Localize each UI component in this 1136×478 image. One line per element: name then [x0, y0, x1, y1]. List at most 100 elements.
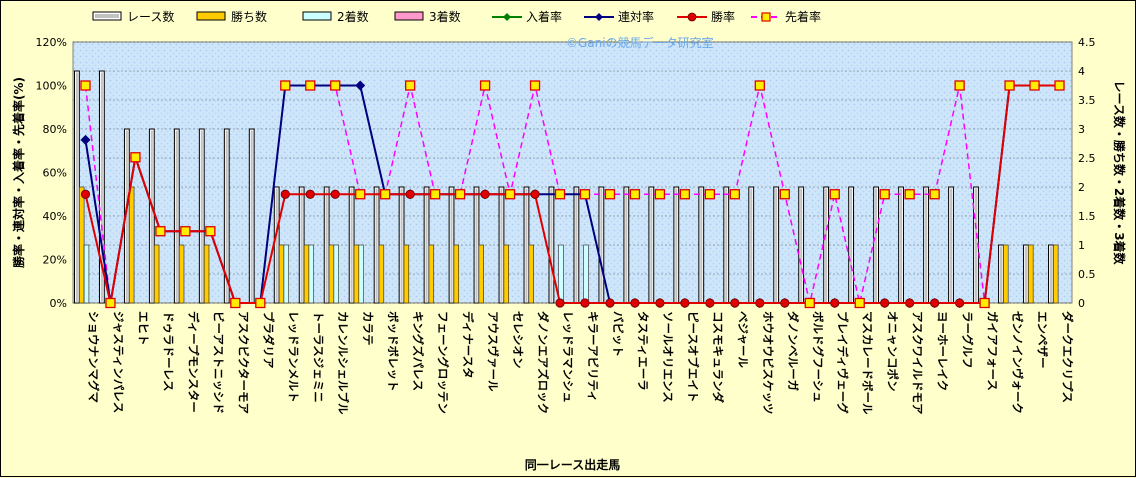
bar-wins [1028, 244, 1034, 304]
category-label: ソールオリエンス [661, 311, 675, 403]
left-tick-label: 0% [50, 297, 67, 310]
category-label: ブレイディヴェーグ [836, 311, 850, 414]
point-ahead-rate [305, 80, 316, 91]
bar-race-count-shade [525, 188, 528, 303]
point-ahead-rate [654, 189, 666, 200]
point-ahead-rate [629, 189, 641, 200]
right-tick-label: 4.5 [1078, 36, 1096, 49]
point-ahead-rate [405, 80, 416, 91]
right-tick-label: 4 [1078, 65, 1085, 78]
point-win-rate [580, 298, 590, 308]
right-tick-label: 0.5 [1078, 268, 1096, 281]
bar-race-count-shade [350, 188, 353, 303]
point-ahead-rate [879, 189, 890, 200]
bar-wins [428, 244, 435, 304]
point-ahead-rate [205, 226, 216, 237]
bar-race-count-shade [999, 246, 1002, 303]
category-label: ドゥラドーレス [161, 311, 175, 392]
bar-wins [353, 244, 360, 304]
point-ahead-rate [754, 80, 765, 91]
point-ahead-rate [704, 189, 716, 200]
left-tick-label: 40% [43, 210, 67, 223]
point-ahead-rate [979, 297, 990, 309]
bar-race-count-shade [375, 188, 378, 303]
bar-second [308, 244, 314, 304]
y-axis-left-title: 勝率・連対率・入着率・先着率(%) [11, 77, 26, 268]
category-label: アウスヴァール [486, 311, 500, 392]
right-tick-label: 3 [1078, 123, 1085, 136]
category-label: アスクビクターモア [236, 311, 250, 415]
category-label: ホウオウビスケッツ [761, 311, 775, 415]
category-label: ベジャール [736, 311, 750, 368]
point-win-rate [680, 298, 690, 308]
bar-race-count-shade [450, 188, 453, 303]
point-win-rate [830, 298, 840, 308]
legend-marker [595, 13, 603, 21]
point-ahead-rate [854, 297, 865, 309]
point-win-rate [655, 298, 665, 308]
point-ahead-rate [554, 189, 566, 200]
bar-race-count-shade [200, 130, 203, 303]
category-label: ボルドグフーシュ [811, 311, 825, 403]
point-win-rate [80, 189, 91, 199]
legend-label: 勝ち数 [231, 9, 267, 24]
bar-wins [503, 244, 509, 304]
bar-race-count-shade [325, 188, 328, 303]
point-ahead-rate [954, 80, 965, 91]
category-label: フェーングロッテン [436, 311, 450, 414]
point-ahead-rate [230, 297, 241, 309]
point-ahead-rate [330, 80, 341, 91]
legend-label: 2着数 [337, 9, 369, 24]
point-win-rate [905, 298, 915, 308]
point-ahead-rate [479, 80, 491, 91]
bar-race-count-shade [1049, 246, 1052, 303]
bar-race-count-shade [900, 188, 903, 303]
bar-race-count-shade [850, 188, 853, 303]
bar-wins [453, 244, 460, 304]
bar-race-count-shade [500, 188, 503, 303]
category-label: コスモキュランダ [711, 311, 725, 403]
category-label: ダノンベルーガ [786, 311, 800, 392]
bar-race-count-shade [600, 188, 603, 303]
bar-wins [203, 244, 210, 304]
legend-swatch [302, 11, 332, 21]
point-ahead-rate [155, 226, 166, 237]
bar-wins [1003, 244, 1009, 304]
category-label: ディープモンスター [186, 311, 200, 413]
y-axis-right-title: レース数・勝ち数・2着数・3着数 [1112, 80, 1127, 265]
point-win-rate [755, 298, 765, 308]
bar-second [558, 244, 564, 304]
category-label: タスティエーラ [636, 311, 650, 391]
bar-race-count-shade [725, 188, 728, 303]
point-ahead-rate [280, 80, 291, 91]
legend: レース数 勝ち数 2着数 3着数 入着率 連対率 勝率 先着率 [92, 9, 821, 24]
bar-wins [278, 244, 285, 304]
point-win-rate [280, 189, 290, 199]
category-label: ジャスティンパレス [111, 311, 125, 413]
point-win-rate [405, 189, 415, 199]
legend-label: 先着率 [785, 9, 821, 24]
bar-race-count-shade [1024, 246, 1027, 303]
point-ahead-rate [679, 189, 691, 200]
bar-wins [178, 244, 185, 304]
bar-race-count-shade [250, 130, 253, 303]
category-label: ダノンエアズロック [536, 311, 550, 414]
point-win-rate [880, 298, 890, 308]
bar-race-count-shade [275, 188, 278, 303]
point-ahead-rate [1054, 80, 1065, 91]
bar-race-count-shade [225, 130, 228, 303]
legend-swatch [196, 11, 226, 21]
point-win-rate [930, 298, 940, 308]
category-label: ビーアストニッシド [211, 311, 225, 414]
bar-second [583, 244, 589, 304]
category-label: ピースオブエイト [686, 311, 700, 402]
bar-race-count-shade [875, 188, 878, 303]
point-ahead-rate [504, 189, 516, 200]
category-label: ガイアフォース [986, 311, 1000, 391]
point-ahead-rate [80, 80, 91, 91]
bar-race-count-shade [675, 188, 678, 303]
left-tick-label: 80% [43, 123, 67, 136]
bar-race-count-shade [300, 188, 303, 303]
point-ahead-rate [355, 189, 366, 200]
